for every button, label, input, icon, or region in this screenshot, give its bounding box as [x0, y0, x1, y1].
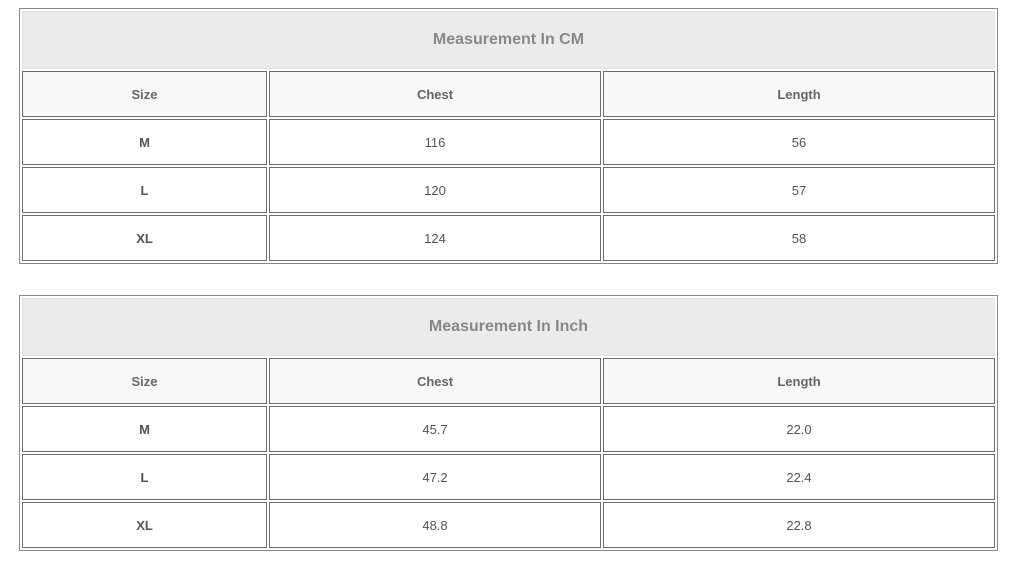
value-cell: 57: [603, 167, 995, 213]
value-cell: 116: [269, 119, 601, 165]
table-row: M 116 56: [22, 119, 995, 165]
column-header: Length: [603, 358, 995, 404]
header-row: Size Chest Length: [22, 71, 995, 117]
size-cell: M: [22, 406, 267, 452]
table-row: M 45.7 22.0: [22, 406, 995, 452]
value-cell: 45.7: [269, 406, 601, 452]
value-cell: 22.4: [603, 454, 995, 500]
table-row: L 120 57: [22, 167, 995, 213]
size-table-inch: Measurement In Inch Size Chest Length M 45.7 2…: [19, 295, 998, 551]
column-header: Size: [22, 358, 267, 404]
size-cell: L: [22, 454, 267, 500]
value-cell: 120: [269, 167, 601, 213]
size-cell: M: [22, 119, 267, 165]
column-header: Chest: [269, 358, 601, 404]
value-cell: 22.8: [603, 502, 995, 548]
value-cell: 56: [603, 119, 995, 165]
table-row: XL 48.8 22.8: [22, 502, 995, 548]
size-cell: XL: [22, 502, 267, 548]
size-cell: L: [22, 167, 267, 213]
size-cell: XL: [22, 215, 267, 261]
column-header: Size: [22, 71, 267, 117]
value-cell: 124: [269, 215, 601, 261]
value-cell: 58: [603, 215, 995, 261]
column-header: Chest: [269, 71, 601, 117]
column-header: Length: [603, 71, 995, 117]
header-row: Size Chest Length: [22, 358, 995, 404]
table-title: Measurement In CM: [22, 11, 995, 69]
table-title: Measurement In Inch: [22, 298, 995, 356]
size-table-cm: Measurement In CM Size Chest Length M 116 56 L 1…: [19, 8, 998, 264]
value-cell: 48.8: [269, 502, 601, 548]
table-row: XL 124 58: [22, 215, 995, 261]
value-cell: 47.2: [269, 454, 601, 500]
value-cell: 22.0: [603, 406, 995, 452]
table-row: L 47.2 22.4: [22, 454, 995, 500]
